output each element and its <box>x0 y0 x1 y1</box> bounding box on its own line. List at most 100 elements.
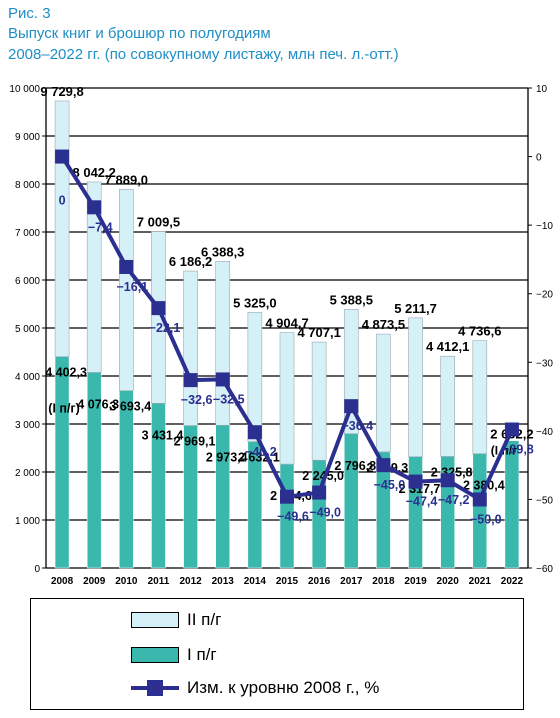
x-tick-label: 2009 <box>83 576 106 587</box>
bar-h1 <box>504 440 520 569</box>
figure-number: Рис. 3 <box>8 5 51 22</box>
y-right-tick-label: 0 <box>536 153 542 164</box>
pct-label: −36,4 <box>341 419 373 433</box>
total-label: 6 388,3 <box>201 244 244 259</box>
pct-label: 0 <box>59 194 66 208</box>
bar-h2 <box>279 332 295 465</box>
total-label: 4 904,7 <box>265 316 308 331</box>
total-label: 4 412,1 <box>426 339 469 354</box>
bar-h1 <box>119 390 134 569</box>
bar-h2 <box>86 181 102 373</box>
line-marker <box>280 489 294 504</box>
bar-h2 <box>247 312 263 442</box>
bar-h1 <box>408 456 423 569</box>
bar-h2 <box>151 231 166 404</box>
pct-label: −47,4 <box>406 495 438 509</box>
legend-line-marker <box>131 680 179 696</box>
bar-h2 <box>54 100 70 357</box>
y-left-tick-label: 1 000 <box>15 516 40 527</box>
x-tick-label: 2015 <box>276 576 299 587</box>
y-left-tick-label: 2 000 <box>15 468 40 479</box>
legend-label-h2: II п/г <box>187 610 222 629</box>
x-tick-label: 2008 <box>51 576 74 587</box>
y-right-tick-label: 10 <box>536 84 548 95</box>
x-tick-label: 2018 <box>372 576 395 587</box>
h1-label: 3 431,4 <box>142 428 184 442</box>
chart-title: Выпуск книг и брошюр по полугодиям <box>8 25 271 42</box>
legend-label-line: Изм. к уровню 2008 г., % <box>187 678 380 697</box>
line-marker <box>247 425 262 440</box>
bar-h1 <box>215 425 230 569</box>
bar-h1 <box>344 433 359 569</box>
y-right-tick-label: −30 <box>536 358 553 369</box>
legend-item-h2: II п/г <box>131 609 221 631</box>
total-label: 7 889,0 <box>105 172 148 187</box>
pct-label: −47,2 <box>438 493 470 507</box>
x-tick-label: 2011 <box>148 576 170 587</box>
bar-h2 <box>440 355 455 457</box>
pct-label: −39,8 <box>502 442 534 456</box>
line-marker <box>504 422 519 437</box>
h1-label: 4 076,3 <box>77 397 119 411</box>
x-tick-label: 2016 <box>308 576 331 587</box>
line-marker <box>55 149 70 164</box>
total-label: 8 042,2 <box>73 165 116 180</box>
x-tick-label: 2013 <box>212 576 235 587</box>
line-marker <box>376 458 391 473</box>
pct-label: −45,0 <box>374 478 406 492</box>
legend-label-h1: I п/г <box>187 645 217 664</box>
y-left-tick-label: 9 000 <box>15 132 40 143</box>
bar-h2 <box>408 317 423 458</box>
total-label: 9 729,8 <box>40 84 83 99</box>
legend-item-h1: I п/г <box>131 644 217 666</box>
y-right-tick-label: −60 <box>536 564 553 575</box>
y-left-tick-label: 3 000 <box>15 420 40 431</box>
legend-swatch-h1 <box>131 647 179 663</box>
pct-label: −22,1 <box>149 321 181 335</box>
y-left-tick-label: 4 000 <box>15 372 40 383</box>
total-label: 5 325,0 <box>233 295 276 310</box>
x-tick-label: 2010 <box>115 576 138 587</box>
line-marker <box>87 200 102 215</box>
chart-svg: 0 1 000 2 000 3 000 4 000 5 000 6 000 7 000 8 00… <box>9 84 553 587</box>
legend-item-line: Изм. к уровню 2008 г., % <box>131 677 379 699</box>
pct-label: −7,4 <box>88 220 113 234</box>
x-tick-label: 2021 <box>469 576 492 587</box>
pct-label: −32,5 <box>213 392 245 406</box>
total-label: 7 009,5 <box>137 215 180 230</box>
x-tick-label: 2017 <box>340 576 363 587</box>
pct-label: −32,6 <box>181 393 213 407</box>
bar-h1 <box>472 453 488 569</box>
y-left-tick-label: 6 000 <box>15 276 40 287</box>
total-label: 5 388,5 <box>330 292 373 307</box>
total-label: 5 211,7 <box>394 301 437 316</box>
pct-label: −49,0 <box>309 506 341 520</box>
x-tick-label: 2014 <box>244 576 267 587</box>
y-right-tick-label: −20 <box>536 290 553 301</box>
line-marker <box>215 372 230 387</box>
h1-label: 2 973,4 <box>206 450 248 464</box>
line-marker <box>183 373 198 388</box>
bar-h2 <box>311 341 327 461</box>
bar-h2 <box>472 340 488 455</box>
x-tick-label: 2019 <box>404 576 427 587</box>
line-marker <box>408 474 423 489</box>
h1-label: 2 380,4 <box>463 479 505 493</box>
h1-label: 2 796,8 <box>334 459 376 473</box>
h1-label: 3 693,4 <box>109 400 151 414</box>
chart-subtitle: 2008–2022 гг. (по совокупному листажу, м… <box>8 46 399 63</box>
y-left-tick-label: 10 000 <box>9 84 40 95</box>
total-label: 4 873,5 <box>362 317 405 332</box>
h1-label: 4 402,3 <box>45 366 87 380</box>
line-marker <box>344 399 359 414</box>
y-left-tick-label: 5 000 <box>15 324 40 335</box>
y-right-tick-label: −40 <box>536 427 553 438</box>
y-left-tick-label: 8 000 <box>15 180 40 191</box>
x-tick-label: 2012 <box>179 576 202 587</box>
bar-h2 <box>119 189 134 392</box>
y-right-tick-label: −50 <box>536 495 553 506</box>
h1-unit-label: (I п/г) <box>48 402 80 416</box>
x-tick-label: 2022 <box>501 576 524 587</box>
pct-label: −40,2 <box>245 445 277 459</box>
line-marker <box>312 485 327 500</box>
